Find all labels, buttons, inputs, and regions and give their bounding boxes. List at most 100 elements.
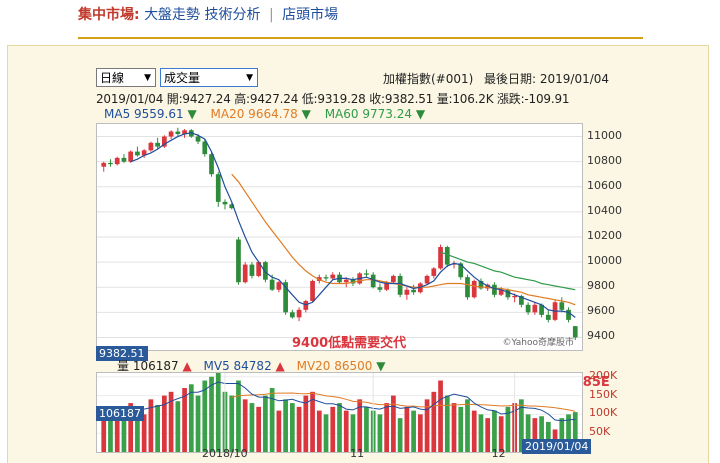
candle-body [566,309,571,320]
date-tag: 2019/01/04 [522,439,592,454]
separator: | [268,7,274,23]
technical-analysis-link[interactable]: 技術分析 [204,7,261,23]
ma5-line [130,132,576,318]
ma60-line [440,251,576,291]
volume-bar [148,399,154,452]
volume-bar [114,406,120,452]
market-label: 集中市場: [78,7,140,23]
volume-bar [229,395,235,452]
candle-body [141,150,147,156]
volume-bar [337,403,342,452]
volume-bar [471,410,477,452]
indicator-select[interactable]: 成交量 ▼ [160,68,258,87]
candle-body [384,282,390,290]
candle-body [397,275,403,295]
index-name: 加權指數(#001) [383,72,474,86]
volume-bar [188,384,194,452]
volume-bar [310,391,315,452]
candle-body [202,141,208,155]
candle-body [283,282,288,313]
candle-body [404,289,410,295]
candle-body [236,239,241,283]
volume-bar [276,410,282,452]
volume-bar [545,421,551,452]
volume-chart [96,372,583,453]
volume-bar [101,416,107,452]
watermark: ©Yahoo奇摩股市 [502,338,575,348]
y-tick-label: 11000 [587,128,622,142]
candle-body [128,151,134,162]
volume-bar [209,376,214,452]
volume-bar [411,410,416,452]
candle-body [532,304,538,313]
volume-bar [303,395,309,452]
volume-bar [357,399,363,452]
down-arrow-icon: ▼ [376,359,386,373]
volume-bar [566,414,571,452]
candle-body [505,289,511,298]
volume-bar [438,380,443,452]
y-tick-label: 9400 [587,329,615,343]
candle-body [229,204,235,209]
candle-body [269,279,275,290]
x-tick-label: 2018/10 [201,447,248,460]
volume-bar [128,403,134,452]
candle-body [458,263,464,278]
candle-body [222,201,228,205]
volume-bar [424,399,430,452]
volume-bar [330,406,336,452]
volume-bar [168,391,174,452]
y-tick-label: 10200 [587,229,622,242]
y-tick-label: 10400 [587,203,622,217]
volume-bar [364,406,369,452]
volume-bar [121,412,127,452]
volume-bar [458,406,464,452]
candle-body [215,174,221,202]
otc-market-link[interactable]: 店頭市場 [282,7,339,23]
candle-body [444,247,450,265]
candle-body [209,154,214,175]
candle-body [249,264,255,276]
volume-chart-svg [97,373,582,452]
latest-date: 最後日期: 2019/01/04 [484,72,610,86]
volume-bar [451,403,457,452]
candle-body [364,273,369,275]
price-chart: ©Yahoo奇摩股市 [96,123,583,351]
y-tick-label: 9600 [587,304,615,318]
header-divider [78,37,643,39]
breadcrumb-header: 集中市場: 大盤走勢 技術分析 | 店頭市場 [78,4,338,24]
period-select[interactable]: 日線 ▼ [96,68,156,87]
volume-bar [249,403,255,452]
ohlc-summary: 2019/01/04 開:9427.24 高:9427.24 低:9319.28… [96,92,570,106]
candle-body [310,280,315,302]
volume-tick-label: 150K [589,387,618,401]
down-arrow-icon: ▼ [301,107,311,121]
chevron-down-icon: ▼ [144,73,151,83]
ma60-value: MA60 9773.24 [324,107,412,121]
price-tag: 9382.51 [96,346,148,361]
candle-body [559,302,565,310]
volume-bar [236,380,241,452]
candle-body [525,304,531,313]
volume-bar [525,414,531,452]
volume-bar [296,406,302,452]
y-tick-label: 10800 [587,153,622,167]
volume-bar [162,395,167,452]
candle-body [121,157,127,162]
volume-bar [444,395,450,452]
mv20-line [231,392,576,412]
candle-body [343,279,349,283]
candle-body [162,136,167,147]
volume-bar [498,416,504,452]
candle-body [417,283,423,293]
volume-bar [492,410,497,452]
market-trend-link[interactable]: 大盤走勢 [144,7,201,23]
candle-body [155,142,160,147]
candle-body [168,131,174,137]
candle-body [323,277,329,279]
volume-bar [391,395,396,452]
candle-body [572,326,578,338]
down-arrow-icon: ▼ [187,107,197,121]
volume-tick-label: 100K [589,406,618,420]
volume-bar [532,418,538,452]
